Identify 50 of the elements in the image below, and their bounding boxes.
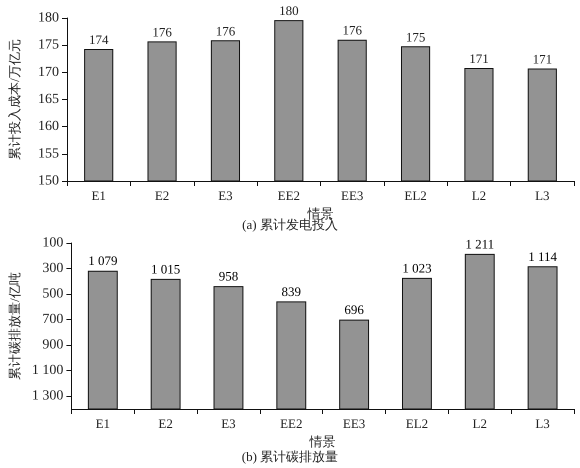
x-tick-label: EE3 bbox=[342, 416, 366, 431]
y-axis-title: 累计投入成本/万亿元 bbox=[7, 39, 22, 160]
y-tick-label: 175 bbox=[38, 38, 59, 53]
data-label: 1 211 bbox=[465, 236, 494, 252]
x-tick-label: E1 bbox=[91, 188, 106, 203]
data-label: 839 bbox=[282, 284, 302, 299]
data-label: 176 bbox=[152, 24, 172, 40]
y-tick-label: 170 bbox=[38, 64, 59, 80]
x-tick-label: EE2 bbox=[280, 416, 302, 431]
data-label: 958 bbox=[218, 268, 238, 284]
data-label: 171 bbox=[469, 50, 489, 66]
x-tick-label: E2 bbox=[158, 416, 173, 431]
x-tick-label: L3 bbox=[535, 416, 550, 431]
data-label: 175 bbox=[406, 29, 426, 44]
y-tick-label: 150 bbox=[38, 174, 59, 188]
x-tick-label: EE2 bbox=[278, 188, 300, 203]
y-tick-label: 900 bbox=[42, 338, 64, 353]
y-tick-label: 160 bbox=[38, 119, 59, 134]
x-tick-label: E2 bbox=[154, 188, 170, 203]
y-tick-label: 500 bbox=[42, 286, 64, 302]
x-tick-label: E3 bbox=[221, 416, 236, 431]
y-tick-label: 1 100 bbox=[32, 363, 64, 378]
x-tick-label: L3 bbox=[535, 188, 550, 203]
y-tick-label: 180 bbox=[38, 10, 59, 26]
data-label: 176 bbox=[342, 22, 362, 38]
data-label: 1 015 bbox=[151, 261, 180, 276]
data-label: 1 114 bbox=[528, 248, 558, 264]
y-tick-label: 300 bbox=[42, 261, 64, 276]
x-tick-label: EE3 bbox=[340, 188, 364, 203]
data-label: 174 bbox=[88, 32, 109, 47]
y-tick-label: 155 bbox=[38, 146, 59, 162]
x-axis-title: 情景 bbox=[308, 434, 336, 449]
y-tick-label: 100 bbox=[42, 236, 64, 250]
x-tick-label: EL2 bbox=[404, 188, 427, 203]
x-tick-label: EL2 bbox=[406, 416, 428, 431]
data-label: 1 079 bbox=[88, 253, 118, 268]
y-tick-label: 700 bbox=[42, 312, 64, 328]
x-tick-label: E1 bbox=[96, 416, 110, 431]
data-label: 180 bbox=[279, 3, 299, 18]
text: (b) 累计碳排放量 bbox=[242, 449, 338, 464]
x-tick-label: E3 bbox=[218, 188, 233, 203]
x-tick-label: L2 bbox=[472, 188, 486, 203]
y-axis-title: 累计碳排放量/亿吨 bbox=[7, 272, 22, 380]
x-tick-label: L2 bbox=[472, 416, 487, 431]
data-label: 171 bbox=[532, 52, 552, 67]
data-label: 696 bbox=[344, 302, 364, 318]
data-label: 1 023 bbox=[402, 260, 432, 276]
data-label: 176 bbox=[216, 23, 236, 38]
y-tick-label: 165 bbox=[38, 92, 59, 107]
y-tick-label: 1 300 bbox=[32, 388, 64, 404]
